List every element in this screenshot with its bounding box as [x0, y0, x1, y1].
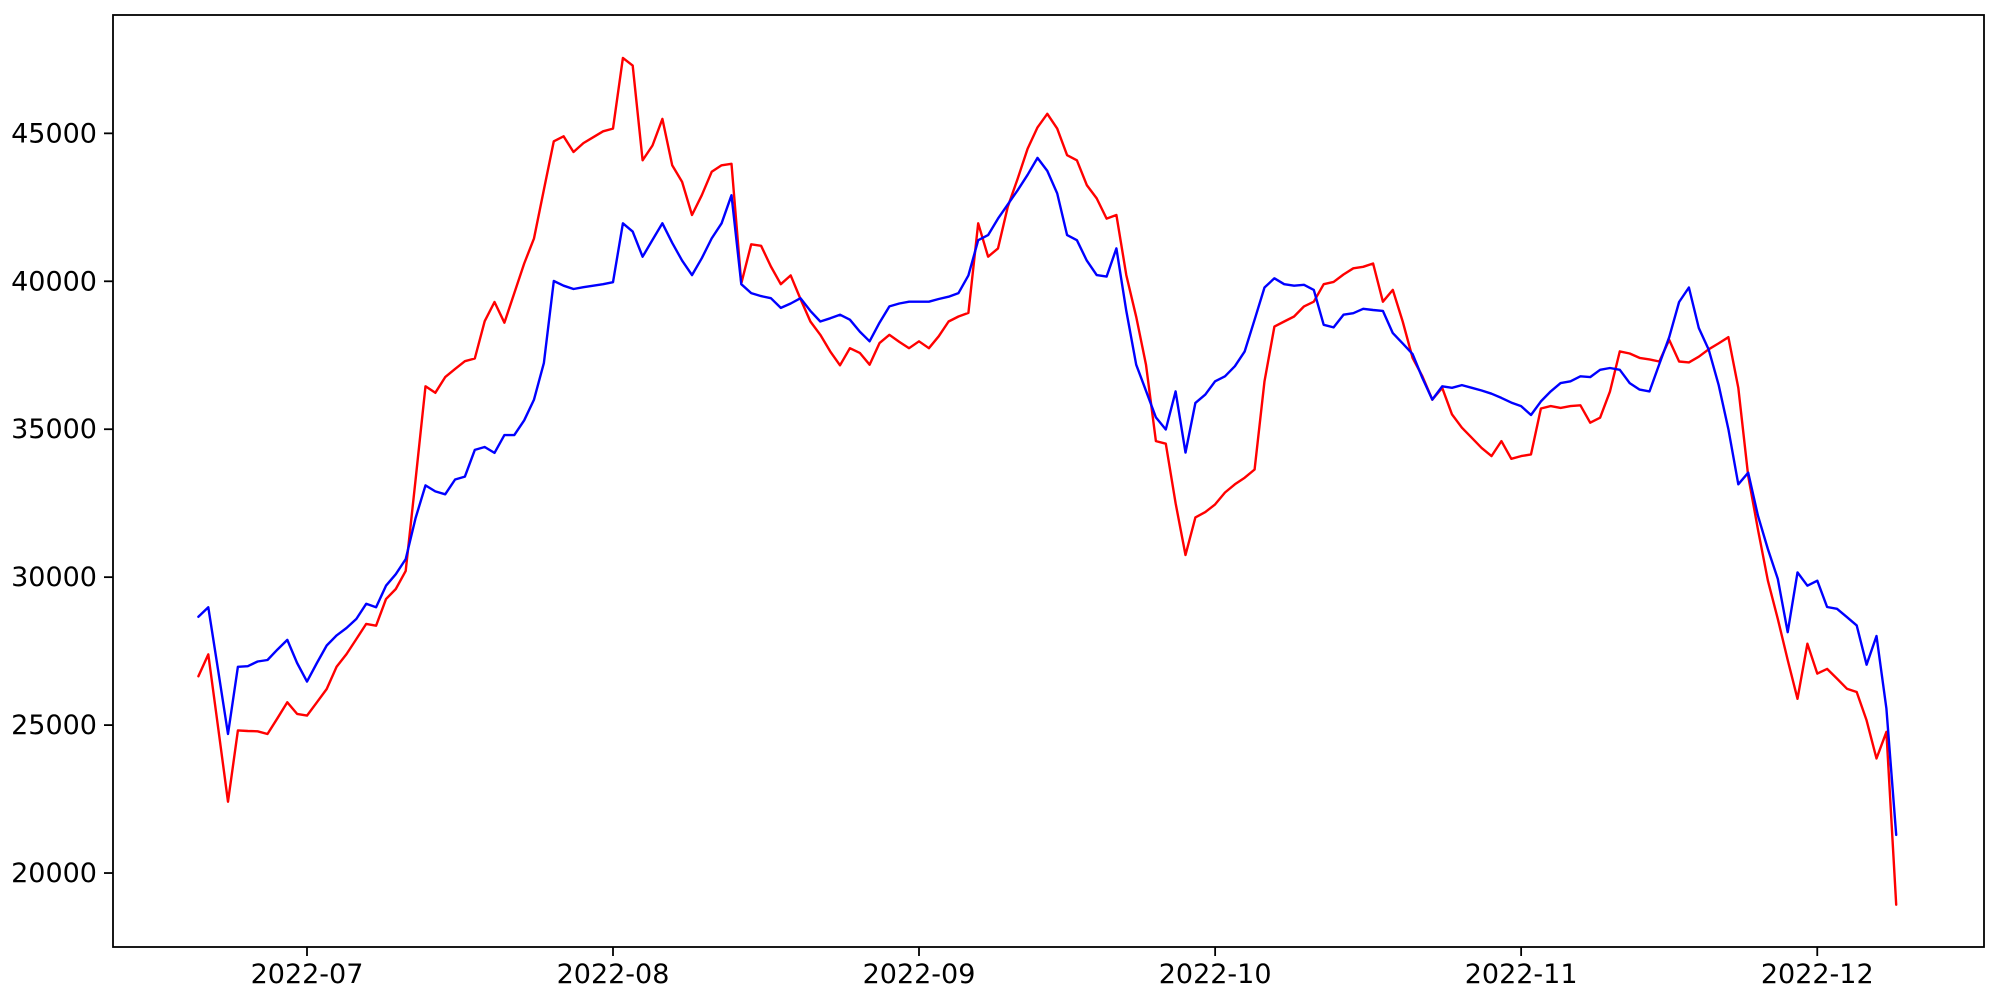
x-axis-tick-label: 2022-10 [1159, 959, 1272, 990]
y-axis-tick-label: 20000 [11, 858, 97, 889]
y-axis-tick-label: 25000 [11, 710, 97, 741]
y-axis-tick-label: 35000 [11, 414, 97, 445]
y-axis-tick-label: 45000 [11, 118, 97, 149]
red-series-line [197, 56, 1898, 906]
axis-ticks [104, 132, 1819, 956]
x-axis-tick-label: 2022-07 [251, 959, 364, 990]
data-series [197, 56, 1898, 906]
y-axis-tick-label: 30000 [11, 562, 97, 593]
plot-frame [112, 14, 1985, 948]
x-axis-tick-label: 2022-09 [863, 959, 976, 990]
blue-series-line [197, 156, 1898, 837]
x-axis-tick-label: 2022-11 [1465, 959, 1578, 990]
x-axis-tick-label: 2022-12 [1761, 959, 1874, 990]
y-axis-tick-label: 40000 [11, 266, 97, 297]
chart-frame [112, 14, 1985, 948]
x-axis-tick-label: 2022-08 [557, 959, 670, 990]
axis-tick-labels: 2022-07 2022-08 2022-09 2022-10 2022-11 2022-… [11, 118, 1874, 990]
